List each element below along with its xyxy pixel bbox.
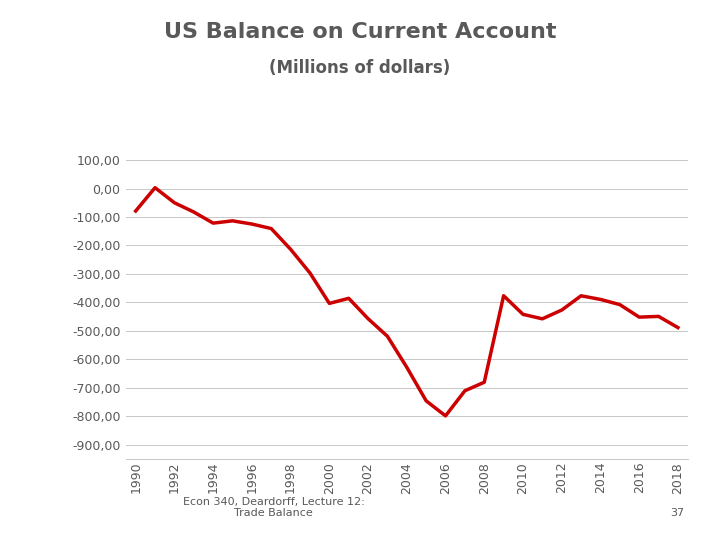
- Text: US Balance on Current Account: US Balance on Current Account: [163, 22, 557, 42]
- Text: 37: 37: [670, 508, 684, 518]
- Text: Econ 340, Deardorff, Lecture 12:
Trade Balance: Econ 340, Deardorff, Lecture 12: Trade B…: [183, 497, 364, 518]
- Text: (Millions of dollars): (Millions of dollars): [269, 59, 451, 77]
